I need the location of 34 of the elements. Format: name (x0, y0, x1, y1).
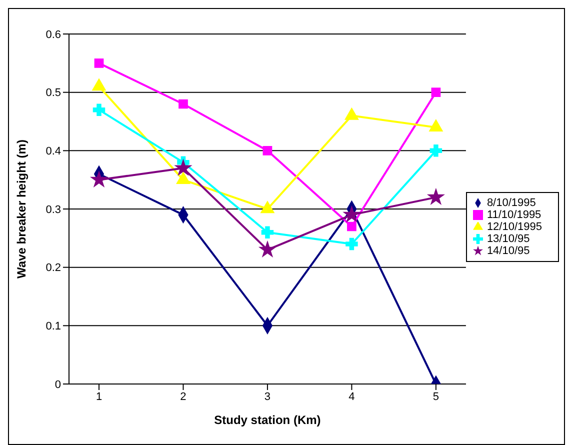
x-tick-label: 3 (264, 390, 271, 403)
x-tick-label: 5 (432, 390, 439, 403)
point (430, 144, 442, 157)
x-tick-label: 2 (180, 390, 186, 403)
point (347, 222, 356, 232)
point (175, 160, 192, 176)
legend-label: 11/10/1995 (486, 208, 542, 220)
x-axis-title: Study station (Km) (214, 413, 321, 427)
point (261, 226, 274, 238)
legend-label: 12/10/1995 (486, 220, 542, 232)
x-tick-label: 1 (96, 390, 102, 403)
point (428, 188, 444, 204)
legend-label: 13/10/95 (486, 232, 530, 244)
y-tick-label: 0.4 (46, 146, 61, 158)
y-tick-label: 0.1 (46, 320, 61, 333)
point (431, 88, 441, 98)
y-tick-label: 0.6 (46, 28, 61, 41)
point (94, 58, 104, 68)
y-tick-label: 0 (54, 378, 61, 391)
point (90, 171, 108, 187)
point (344, 206, 360, 222)
point (260, 201, 274, 214)
point (346, 238, 358, 250)
legend-label: 14/10/95 (486, 244, 530, 256)
y-axis-title: Wave breaker height (m) (14, 140, 28, 278)
point (262, 146, 272, 156)
y-tick-label: 0.3 (46, 204, 61, 216)
point (92, 104, 106, 116)
x-tick-label: 4 (348, 390, 355, 403)
y-tick-label: 0.2 (46, 262, 61, 274)
y-tick-label: 0.5 (46, 87, 61, 100)
point (259, 241, 276, 257)
legend-label: 8/10/1995 (486, 196, 536, 208)
point (178, 99, 188, 109)
